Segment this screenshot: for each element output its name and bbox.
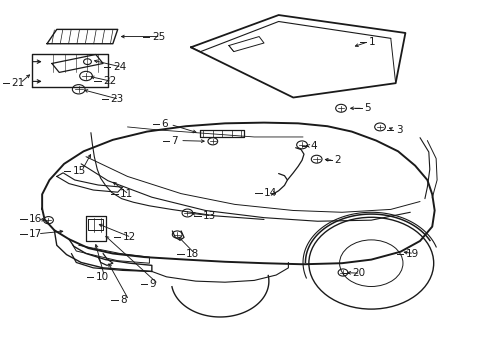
Text: 17: 17: [29, 229, 42, 239]
Text: 22: 22: [103, 76, 116, 86]
Text: 6: 6: [161, 120, 168, 129]
Text: 3: 3: [395, 125, 402, 135]
Text: 14: 14: [264, 188, 277, 198]
Text: 19: 19: [405, 248, 418, 258]
Text: 25: 25: [152, 32, 165, 41]
Text: 20: 20: [351, 268, 364, 278]
Text: 4: 4: [310, 141, 316, 151]
Text: 15: 15: [73, 166, 86, 176]
Text: 9: 9: [149, 279, 156, 289]
Text: 1: 1: [368, 37, 375, 47]
Text: 13: 13: [203, 211, 216, 221]
Text: 8: 8: [120, 295, 126, 305]
Text: 11: 11: [120, 189, 133, 199]
Text: 10: 10: [96, 272, 109, 282]
Text: 12: 12: [122, 232, 136, 242]
Text: 24: 24: [113, 62, 126, 72]
Text: 5: 5: [363, 103, 370, 113]
Text: 7: 7: [171, 136, 178, 145]
Text: 23: 23: [110, 94, 123, 104]
Text: 2: 2: [334, 155, 341, 165]
Text: 21: 21: [11, 78, 24, 88]
Text: 18: 18: [185, 248, 199, 258]
Text: 16: 16: [29, 215, 42, 224]
